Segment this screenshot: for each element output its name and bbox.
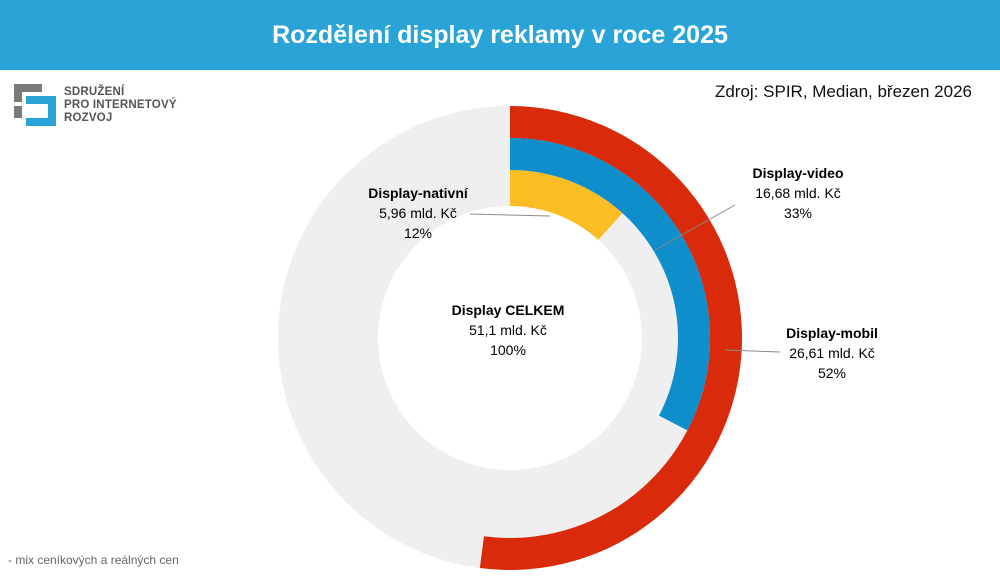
center-label-value: 51,1 mld. Kč [469, 322, 547, 338]
center-label: Display CELKEM 51,1 mld. Kč 100% [452, 302, 565, 358]
chart-leader-lines [469, 204, 781, 353]
label-nativni-value: 5,96 mld. Kč [379, 205, 457, 221]
leader-video [654, 204, 736, 251]
leader-mobil [724, 349, 781, 353]
label-mobil-name: Display-mobil [786, 325, 878, 341]
label-nativni-pct: 12% [404, 225, 432, 241]
leader-nativni [469, 213, 551, 217]
header-bar: Rozdělení display reklamy v roce 2025 [0, 0, 1000, 70]
label-mobil: Display-mobil 26,61 mld. Kč 52% [786, 325, 878, 381]
label-mobil-pct: 52% [818, 365, 846, 381]
spir-logo-icon [14, 84, 56, 126]
center-label-title: Display CELKEM [452, 302, 565, 318]
ring-segment-video [510, 138, 710, 431]
ring-segment-mobil [479, 105, 743, 570]
logo-line-2: PRO INTERNETOVÝ [64, 99, 177, 111]
label-mobil-value: 26,61 mld. Kč [789, 345, 875, 361]
ring-segment-nativni [510, 170, 623, 240]
label-nativni-name: Display-nativní [368, 185, 469, 201]
label-video: Display-video 16,68 mld. Kč 33% [752, 165, 843, 221]
chart-rings [278, 105, 743, 570]
chart-title: Rozdělení display reklamy v roce 2025 [272, 20, 728, 49]
source-note: Zdroj: SPIR, Median, březen 2026 [714, 82, 972, 101]
center-label-pct: 100% [490, 342, 526, 358]
footnote: - mix ceníkových a reálných cen [8, 553, 179, 567]
spir-logo: SDRUŽENÍ PRO INTERNETOVÝ ROZVOJ [12, 82, 202, 128]
logo-line-3: ROZVOJ [64, 112, 113, 124]
label-nativni: Display-nativní 5,96 mld. Kč 12% [368, 185, 469, 241]
logo-text: SDRUŽENÍ PRO INTERNETOVÝ ROZVOJ [64, 86, 177, 125]
label-video-name: Display-video [752, 165, 843, 181]
logo-line-1: SDRUŽENÍ [64, 86, 125, 98]
label-video-value: 16,68 mld. Kč [755, 185, 841, 201]
label-video-pct: 33% [784, 205, 812, 221]
